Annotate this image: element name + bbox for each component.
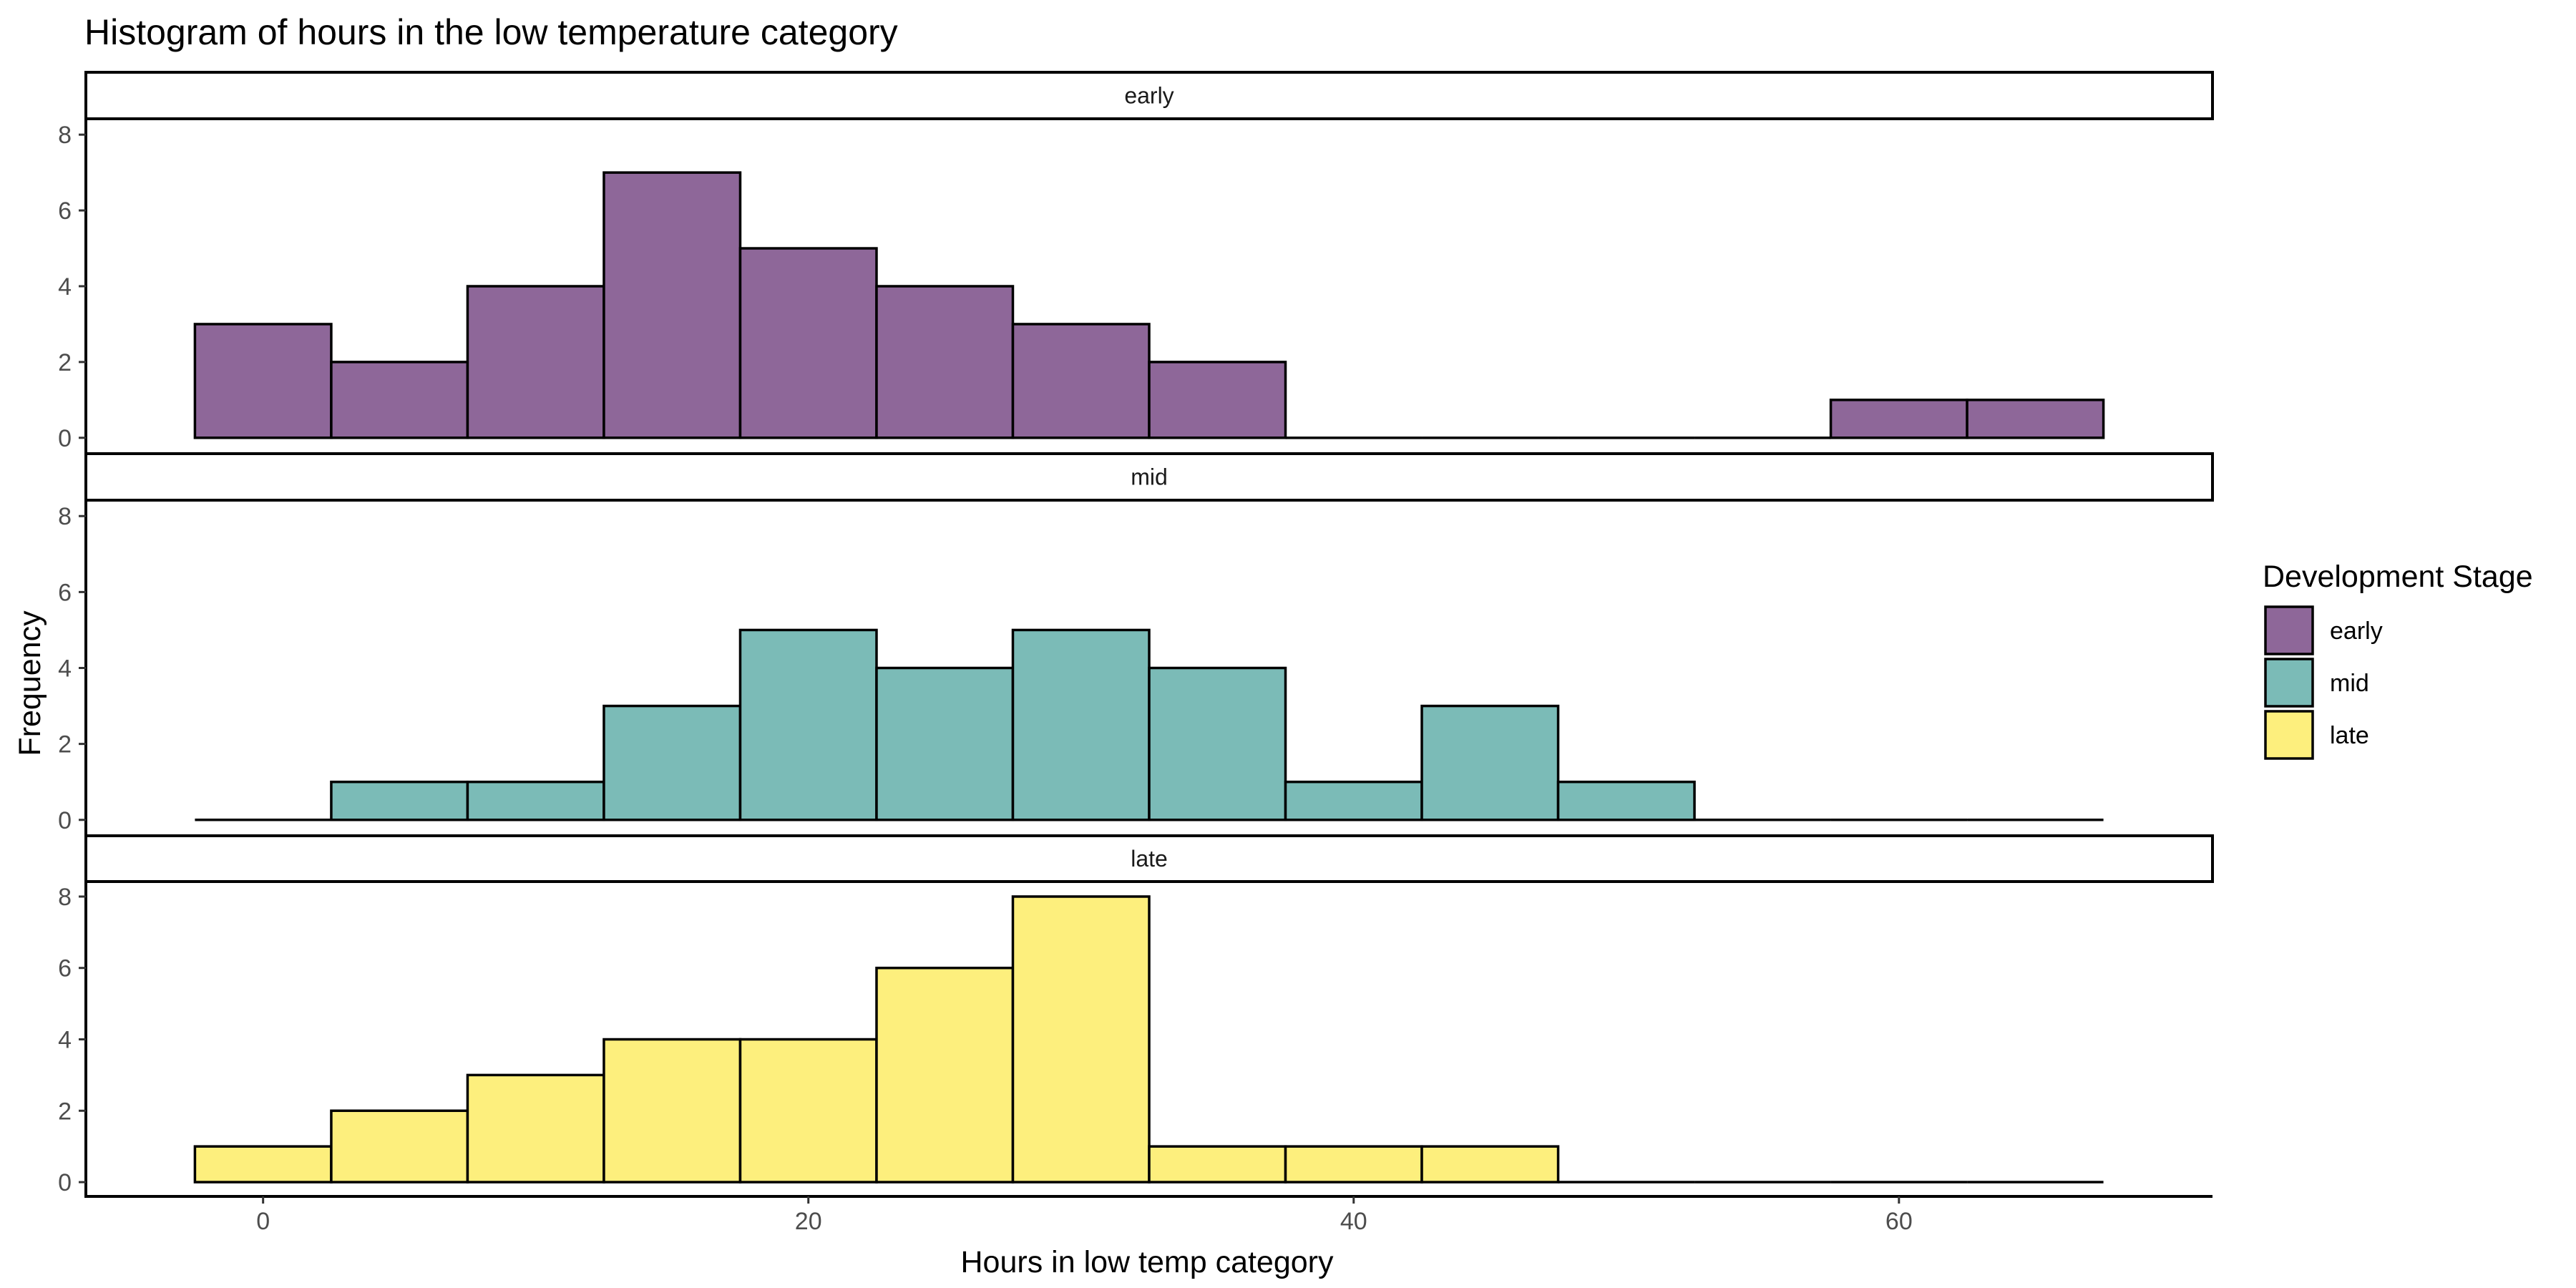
facet-panel-mid: mid 0 2 4 6 8 xyxy=(58,452,2214,835)
legend-label: early xyxy=(2330,618,2383,645)
histogram-bar xyxy=(193,1145,333,1184)
y-tick-label: 6 xyxy=(58,955,72,982)
histogram-bar xyxy=(466,780,605,821)
histogram-bar xyxy=(738,1038,878,1184)
facet-strip xyxy=(84,71,2214,120)
y-tick-label: 0 xyxy=(58,425,72,452)
facet-strip-label: late xyxy=(1131,846,1168,872)
y-tick-label: 4 xyxy=(58,655,72,683)
legend-key xyxy=(2264,710,2314,760)
histogram-bar xyxy=(1420,704,1560,821)
y-tick-label: 0 xyxy=(58,1169,72,1196)
x-tick-label: 20 xyxy=(795,1208,822,1235)
facet-panel-early: early 0 2 4 6 8 xyxy=(58,71,2214,453)
histogram-bar xyxy=(1011,895,1151,1184)
y-axis-title: Frequency xyxy=(13,610,47,756)
histogram-bar xyxy=(1148,666,1287,821)
x-axis-title: Hours in low temp category xyxy=(961,1245,1334,1279)
x-axis: 0 20 40 60 xyxy=(84,1195,2212,1235)
y-tick-label: 4 xyxy=(58,273,72,301)
histogram-bar xyxy=(738,247,878,439)
histogram-bar xyxy=(466,1073,605,1184)
histogram-bar xyxy=(1284,780,1423,821)
x-tick-label: 40 xyxy=(1340,1208,1367,1235)
histogram-bar xyxy=(875,966,1015,1184)
histogram-bar xyxy=(1148,1145,1287,1184)
x-tick-label: 60 xyxy=(1885,1208,1913,1235)
legend-key xyxy=(2264,658,2314,708)
histogram-bar xyxy=(1420,1145,1560,1184)
histogram-bar xyxy=(602,171,742,439)
facet-strip-label: mid xyxy=(1131,464,1168,490)
y-tick-label: 6 xyxy=(58,197,72,225)
histogram-bar xyxy=(875,666,1015,821)
histogram-bar xyxy=(1829,399,1968,439)
histogram-bar xyxy=(330,361,469,439)
y-tick-label: 2 xyxy=(58,1098,72,1125)
histogram-bars xyxy=(193,895,2104,1184)
legend-label: mid xyxy=(2330,670,2369,697)
facet-strip-label: early xyxy=(1124,83,1174,109)
facet-panel-late: late 0 2 4 6 8 xyxy=(58,834,2214,1196)
facet-strip xyxy=(84,452,2214,502)
histogram-bar xyxy=(466,285,605,439)
histogram-bar xyxy=(875,285,1015,439)
histogram-bar xyxy=(1966,399,2105,439)
facet-strip xyxy=(84,834,2214,883)
y-tick-label: 2 xyxy=(58,731,72,758)
y-tick-label: 8 xyxy=(58,503,72,530)
facet-panels: early 0 2 4 6 8 mid 0 2 4 6 8 late 0 2 4 6 8 xyxy=(58,71,2214,1196)
histogram-bar xyxy=(330,1109,469,1184)
legend: Development Stage early mid late xyxy=(2263,560,2533,760)
histogram-bar xyxy=(330,780,469,821)
histogram-bar xyxy=(193,323,333,439)
histogram-bar xyxy=(1148,361,1287,439)
histogram-bars xyxy=(193,171,2105,439)
histogram-bar xyxy=(1011,323,1151,439)
legend-items: early mid late xyxy=(2264,605,2383,760)
y-tick-label: 2 xyxy=(58,349,72,376)
legend-item-late: late xyxy=(2264,710,2369,760)
histogram-bar xyxy=(738,628,878,821)
histogram-bar xyxy=(602,704,742,821)
histogram-bar xyxy=(1011,628,1151,821)
y-tick-label: 8 xyxy=(58,122,72,149)
histogram-bar xyxy=(1556,780,1696,821)
legend-item-early: early xyxy=(2264,605,2383,655)
legend-label: late xyxy=(2330,722,2369,749)
legend-key xyxy=(2264,605,2314,655)
histogram-bar xyxy=(1284,1145,1423,1184)
legend-title: Development Stage xyxy=(2263,560,2533,594)
y-tick-label: 6 xyxy=(58,579,72,606)
histogram-bar xyxy=(602,1038,742,1184)
x-tick-label: 0 xyxy=(256,1208,270,1235)
y-tick-label: 4 xyxy=(58,1027,72,1054)
legend-item-mid: mid xyxy=(2264,658,2369,708)
y-tick-label: 8 xyxy=(58,884,72,911)
chart-title: Histogram of hours in the low temperatur… xyxy=(84,12,898,52)
y-tick-label: 0 xyxy=(58,807,72,834)
histogram-bars xyxy=(195,628,2104,821)
